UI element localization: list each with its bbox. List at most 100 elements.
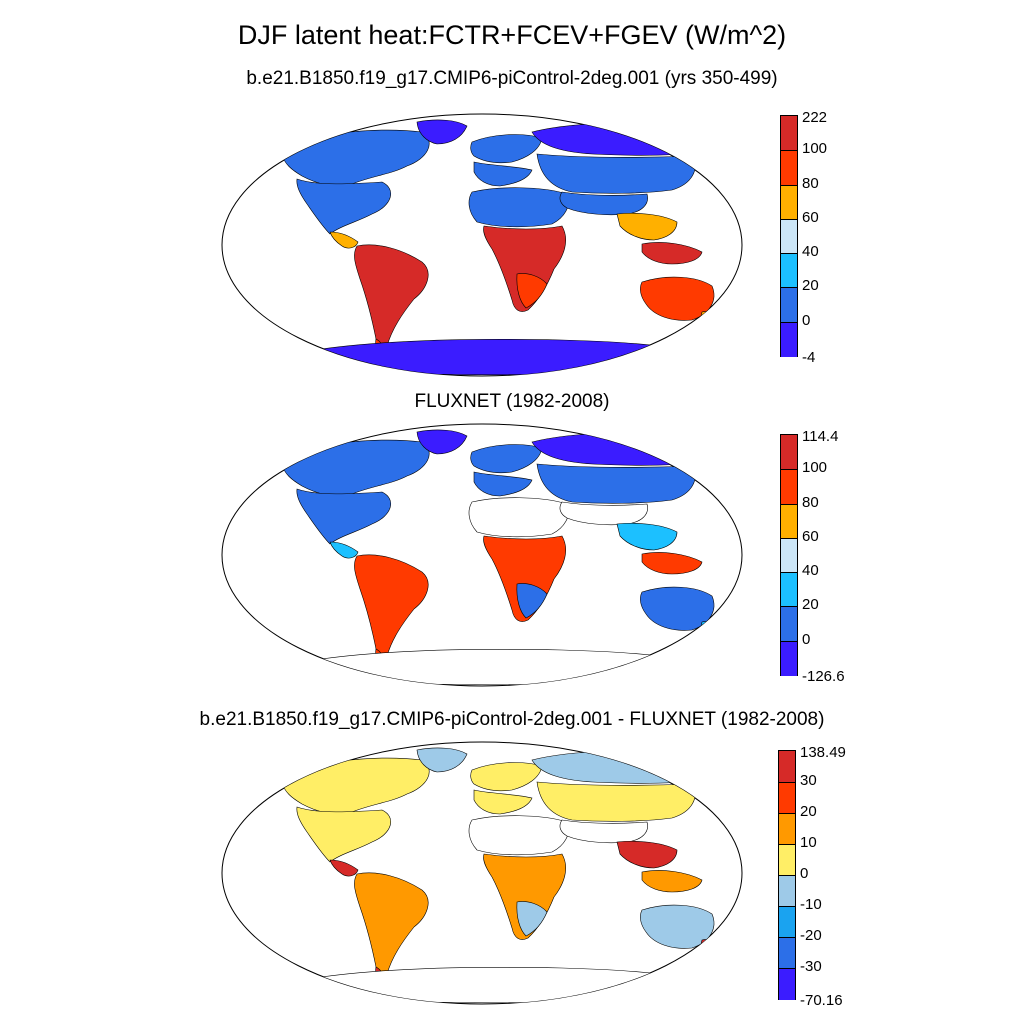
colorbar-swatch xyxy=(781,435,797,470)
panel-3-map xyxy=(221,741,743,1005)
colorbar-swatch xyxy=(781,469,797,505)
panel-2-title: FLUXNET (1982-2008) xyxy=(414,391,610,412)
land-region-tropics xyxy=(483,225,566,312)
panel-1-land xyxy=(281,119,719,376)
colorbar-tick-label: 60 xyxy=(802,208,819,226)
colorbar-swatch xyxy=(781,321,797,357)
colorbar-swatch xyxy=(781,537,797,574)
land-region-savanna xyxy=(640,276,715,321)
colorbar-tick-label: -10 xyxy=(800,896,822,913)
land-region-monsoon xyxy=(616,522,678,551)
colorbar-tick-label: 20 xyxy=(802,277,819,295)
colorbar-tick-label: 100 xyxy=(802,140,828,158)
land-region-temperate xyxy=(296,806,391,863)
land-region-boreal xyxy=(470,762,543,792)
land-region-tropics xyxy=(483,853,566,940)
panel-1-map xyxy=(221,113,743,377)
colorbar-tick-label: 20 xyxy=(802,596,819,614)
land-region-monsoon xyxy=(329,859,359,877)
colorbar-swatch xyxy=(779,751,795,782)
land-region-desert xyxy=(468,497,569,538)
colorbar-swatch xyxy=(779,968,795,1000)
colorbar-tick-label: 80 xyxy=(802,174,819,192)
land-region-temperate xyxy=(296,488,391,545)
colorbar-tick-label: 60 xyxy=(802,527,819,545)
land-region-temperate xyxy=(473,789,533,815)
colorbar-swatch xyxy=(781,116,797,151)
colorbar-tick-label: 0 xyxy=(802,630,811,648)
panel-2-map xyxy=(221,423,743,687)
land-region-monsoon xyxy=(329,541,359,559)
land-region-monsoon xyxy=(616,840,678,869)
land-region-boreal xyxy=(536,781,696,822)
colorbar-tick-label: 30 xyxy=(800,772,817,789)
land-region-savanna xyxy=(640,904,715,949)
colorbar-swatch xyxy=(781,253,797,289)
colorbar-tick-label: -30 xyxy=(800,958,822,975)
land-region-savanna xyxy=(516,901,548,937)
colorbar-swatch xyxy=(779,875,795,907)
land-region-tropics xyxy=(641,552,703,575)
colorbar-swatch xyxy=(779,813,795,845)
land-region-temperate xyxy=(473,161,533,187)
colorbar-frame xyxy=(780,434,798,676)
land-region-antarctic xyxy=(301,967,703,1004)
land-region-monsoon xyxy=(699,311,719,325)
colorbar-swatch xyxy=(781,503,797,539)
land-region-savanna xyxy=(640,586,715,631)
land-region-boreal xyxy=(470,134,543,164)
land-region-tropics xyxy=(641,242,703,265)
colorbar-tick-label: 138.49 xyxy=(800,744,846,761)
panel-1-title: b.e21.B1850.f19_g17.CMIP6-piControl-2deg… xyxy=(246,68,778,89)
colorbar-frame xyxy=(780,115,798,357)
land-region-arctic xyxy=(416,747,468,773)
land-region-boreal xyxy=(281,129,430,186)
land-region-desert xyxy=(468,815,569,856)
land-region-temperate xyxy=(296,178,391,235)
colorbar-tick-label: 222 xyxy=(802,109,828,126)
land-region-desert xyxy=(468,187,569,228)
figure-title: DJF latent heat:FCTR+FCEV+FGEV (W/m^2) xyxy=(237,20,787,50)
land-region-boreal xyxy=(281,439,430,496)
colorbar-swatch xyxy=(779,844,795,876)
land-region-boreal xyxy=(536,463,696,504)
land-region-arctic xyxy=(416,429,468,455)
land-region-tropics xyxy=(483,535,566,622)
colorbar-tick-label: 40 xyxy=(802,562,819,580)
colorbar-tick-label: -126.6 xyxy=(802,668,845,685)
land-region-boreal xyxy=(536,153,696,194)
land-region-boreal xyxy=(281,757,430,814)
colorbar-tick-label: 80 xyxy=(802,493,819,511)
colorbar-swatch xyxy=(779,906,795,938)
colorbar-swatch xyxy=(781,218,797,255)
colorbar-swatch xyxy=(781,606,797,642)
land-region-monsoon xyxy=(699,939,719,953)
panel-3-title: b.e21.B1850.f19_g17.CMIP6-piControl-2deg… xyxy=(199,709,825,730)
colorbar-swatch xyxy=(781,150,797,186)
colorbar-swatch xyxy=(781,572,797,608)
land-region-savanna xyxy=(516,273,548,309)
colorbar-tick-label: 20 xyxy=(800,803,817,820)
colorbar-swatch xyxy=(779,937,795,969)
colorbar-swatch xyxy=(781,640,797,676)
land-region-antarctic xyxy=(301,339,703,376)
land-region-temperate xyxy=(473,471,533,497)
land-region-arctic xyxy=(416,119,468,145)
colorbar-tick-label: -20 xyxy=(800,927,822,944)
land-region-monsoon xyxy=(616,212,678,241)
colorbar-swatch xyxy=(781,184,797,220)
colorbar-tick-label: -70.16 xyxy=(800,992,843,1009)
colorbar-swatch xyxy=(781,287,797,323)
land-region-monsoon xyxy=(329,231,359,249)
colorbar-tick-label: 0 xyxy=(800,865,809,882)
land-region-tropics xyxy=(641,870,703,893)
colorbar-tick-label: 114.4 xyxy=(802,428,839,445)
land-region-savanna xyxy=(516,583,548,619)
colorbar-tick-label: 100 xyxy=(802,459,828,477)
land-region-antarctic xyxy=(301,649,703,686)
colorbar-tick-label: 10 xyxy=(800,834,817,851)
colorbar-tick-label: -4 xyxy=(802,349,816,366)
colorbar-tick-label: 0 xyxy=(802,311,811,329)
land-region-boreal xyxy=(470,444,543,474)
